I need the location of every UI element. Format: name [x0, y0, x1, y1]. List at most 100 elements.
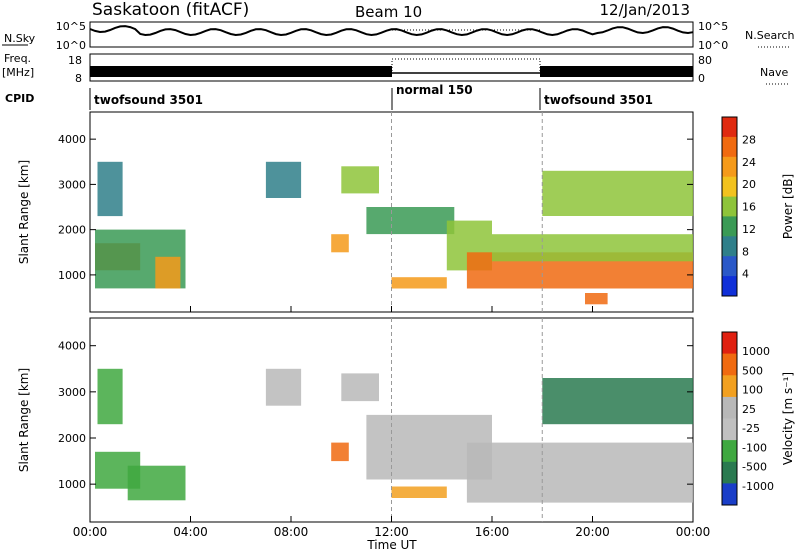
cpid-segment-3: twofsound 3501	[544, 93, 653, 107]
velocity-colorbar-swatch-6	[722, 461, 737, 484]
power-colorbar-swatch-7	[722, 256, 737, 277]
power-ylabel: Slant Range [km]	[17, 160, 31, 264]
power-colorbar-label: Power [dB]	[781, 174, 795, 239]
velocity-colorbar-swatch-0	[722, 332, 737, 355]
date-title: 12/Jan/2013	[600, 1, 691, 19]
power-colorbar: 28 24 20 16 12 8 4 Power [dB]	[721, 116, 795, 297]
power-colorbar-swatch-2	[722, 156, 737, 178]
power-colorbar-swatch-6	[722, 236, 737, 257]
cpid-segment-1: twofsound 3501	[94, 93, 203, 107]
x-axis-label: Time UT	[366, 538, 417, 552]
power-panel: 1000 2000 3000 4000 Slant Range [km]	[17, 111, 694, 313]
power-data-region-3	[155, 256, 181, 289]
power-data-region-8	[391, 277, 447, 289]
velocity-colorbar-label: Velocity [m s⁻¹]	[781, 372, 795, 465]
beam-title: Beam 10	[355, 3, 422, 21]
x-tick-label-1: 04:00	[173, 525, 208, 539]
power-colorbar-swatch-5	[722, 216, 737, 237]
station-title: Saskatoon (fitACF)	[92, 0, 249, 20]
power-data-region-5	[331, 234, 349, 253]
velocity-data-region-1	[127, 465, 186, 501]
power-ytick-label-3: 4000	[58, 133, 86, 146]
power-data-region-12	[542, 170, 694, 216]
power-colorbar-tick-6: 4	[742, 268, 749, 281]
power-ytick-label-1: 2000	[58, 224, 86, 237]
power-colorbar-tick-0: 28	[742, 133, 756, 146]
power-colorbar-frame	[721, 116, 738, 297]
freq-band-3	[540, 66, 693, 77]
velocity-data-region-5	[341, 373, 379, 402]
nave-tick-bottom: 0	[698, 72, 705, 85]
freq-label: Freq.	[4, 52, 31, 65]
velocity-colorbar-swatch-2	[722, 375, 737, 398]
power-colorbar-tick-2: 20	[742, 178, 756, 191]
power-data-region-6	[341, 166, 379, 194]
power-ytick-label-0: 1000	[58, 269, 86, 282]
x-tick-label-6: 00:00	[676, 525, 711, 539]
x-tick-label-2: 08:00	[274, 525, 309, 539]
velocity-ytick-label-1: 2000	[58, 432, 86, 445]
velocity-colorbar-tick-0: 1000	[742, 345, 770, 358]
power-data-region-2	[97, 161, 123, 217]
power-colorbar-swatch-4	[722, 196, 737, 217]
velocity-colorbar-tick-4: -25	[742, 422, 760, 435]
freq-tick-bottom: 8	[75, 72, 82, 85]
velocity-colorbar-swatch-3	[722, 396, 737, 419]
power-data-region-11	[492, 234, 693, 262]
velocity-colorbar-swatch-5	[722, 440, 737, 463]
power-colorbar-tick-5: 8	[742, 245, 749, 258]
x-tick-label-4: 16:00	[475, 525, 510, 539]
x-tick-label-5: 20:00	[575, 525, 610, 539]
power-colorbar-tick-4: 12	[742, 223, 756, 236]
velocity-colorbar-tick-5: -100	[742, 441, 767, 454]
power-colorbar-swatch-3	[722, 176, 737, 198]
nsky-tick-bottom: 10^0	[56, 39, 86, 52]
velocity-ytick-label-0: 1000	[58, 478, 86, 491]
velocity-data-region-3	[265, 368, 302, 406]
nsky-trace	[89, 25, 694, 37]
velocity-colorbar-tick-2: 100	[742, 384, 763, 397]
nsearch-label: N.Search	[745, 29, 795, 42]
freq-band-1	[90, 66, 392, 77]
nsky-label: N.Sky	[4, 32, 36, 45]
velocity-colorbar-tick-7: -1000	[742, 480, 774, 493]
x-tick-label-0: 00:00	[73, 525, 108, 539]
freq-tick-top: 18	[68, 54, 82, 67]
power-colorbar-swatch-0	[722, 117, 737, 138]
velocity-panel: 1000 2000 3000 4000 Slant Range [km]	[17, 317, 694, 523]
nave-label: Nave	[760, 66, 788, 79]
power-ytick-label-2: 3000	[58, 178, 86, 191]
nave-tick-top: 80	[698, 54, 712, 67]
velocity-colorbar-tick-1: 500	[742, 364, 763, 377]
power-data-region-4	[265, 161, 302, 198]
velocity-colorbar-swatch-7	[722, 483, 737, 506]
velocity-data-region-7	[391, 486, 447, 498]
power-data-region-7	[366, 207, 455, 235]
cpid-segment-2: normal 150	[396, 83, 473, 97]
velocity-data-region-4	[331, 442, 349, 462]
nsearch-tick-bottom: 10^0	[698, 39, 728, 52]
velocity-data-region-2	[97, 368, 123, 425]
velocity-colorbar-tick-6: -500	[742, 461, 767, 474]
nsky-tick-top: 10^5	[56, 20, 86, 33]
nsearch-tick-top: 10^5	[698, 20, 728, 33]
power-colorbar-tick-3: 16	[742, 201, 756, 214]
velocity-data-region-9	[542, 378, 694, 425]
velocity-colorbar-swatch-4	[722, 418, 737, 441]
velocity-ylabel: Slant Range [km]	[17, 368, 31, 472]
velocity-colorbar: 1000 500 100 25 -25 -100 -500 -1000 Velocity [m …	[721, 331, 795, 506]
cpid-label: CPID	[5, 92, 34, 105]
power-colorbar-swatch-8	[722, 276, 737, 297]
nave-trace	[391, 58, 541, 74]
power-colorbar-swatch-1	[722, 136, 737, 158]
nsky-panel-frame	[89, 21, 694, 48]
velocity-ytick-label-2: 3000	[58, 386, 86, 399]
velocity-data-region-8	[466, 442, 693, 503]
x-tick-label-3: 12:00	[374, 525, 409, 539]
power-colorbar-tick-1: 24	[742, 156, 756, 169]
velocity-colorbar-tick-3: 25	[742, 403, 756, 416]
power-data-region-13	[585, 293, 608, 305]
freq-unit: [MHz]	[2, 66, 34, 79]
x-axis: 00:00 04:00 08:00 12:00 16:00 20:00 00:00	[73, 525, 711, 539]
